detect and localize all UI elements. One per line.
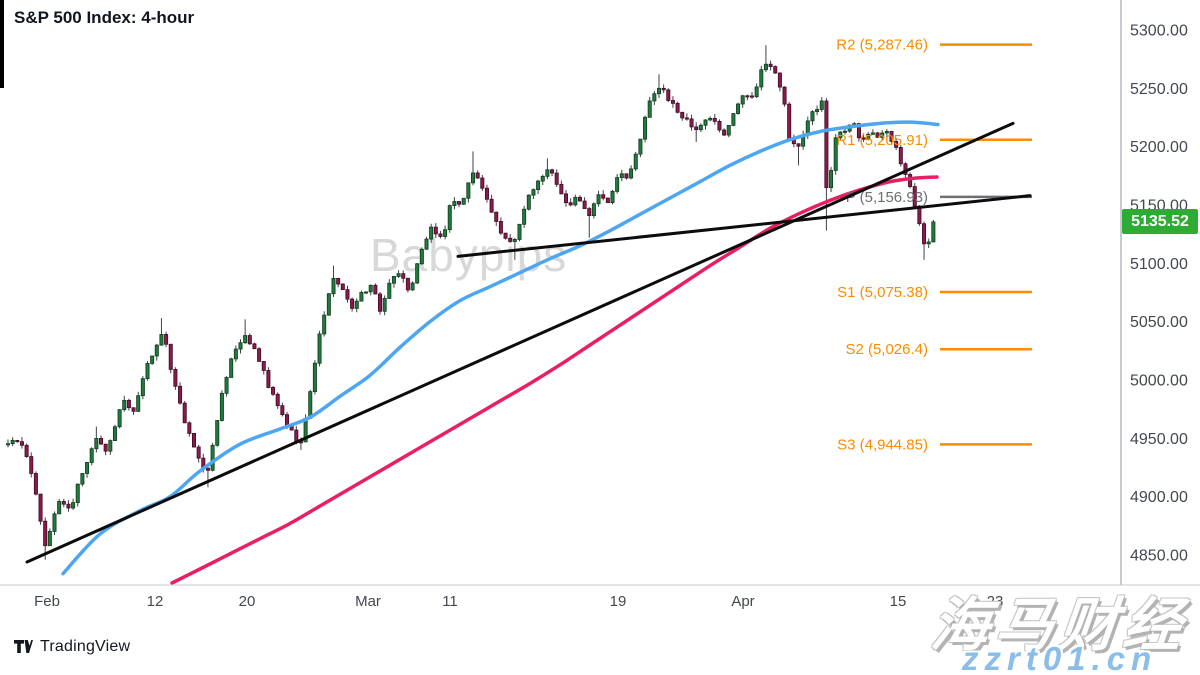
x-axis-label: Apr	[731, 593, 754, 610]
pivot-label-p: P (5,156.93)	[846, 189, 928, 206]
last-price-badge: 5135.52	[1122, 209, 1198, 235]
x-axis-label: Feb	[34, 593, 60, 610]
pivot-label-s1: S1 (5,075.38)	[837, 284, 928, 301]
x-axis-label: 19	[610, 593, 627, 610]
y-axis-label: 5300.00	[1130, 23, 1188, 40]
x-axis-label: 12	[147, 593, 164, 610]
x-axis-label: 23	[987, 593, 1004, 610]
ma-slow-line	[170, 175, 939, 585]
ma-fast-line	[61, 120, 940, 576]
y-axis-label: 5250.00	[1130, 81, 1188, 98]
trendline-1	[25, 121, 1015, 564]
x-axis-label: 11	[442, 593, 458, 610]
chart-title: S&P 500 Index: 4-hour	[14, 8, 195, 27]
x-axis-label: Mar	[355, 593, 381, 610]
pivot-label-s3: S3 (4,944.85)	[837, 436, 928, 453]
axes-layer	[0, 0, 1200, 586]
pivot-label-r2: R2 (5,287.46)	[836, 37, 928, 54]
pivot-label-r1: R1 (5,205.91)	[836, 132, 928, 149]
y-axis-label: 4850.00	[1130, 548, 1188, 565]
watermark-site-url: zzrt01.cn	[962, 640, 1158, 675]
left-edge-bar	[0, 0, 4, 88]
y-axis-label: 5100.00	[1130, 256, 1188, 273]
time-axis[interactable]: Feb 12 20 Mar 11 19 Apr 15 23	[34, 593, 1003, 610]
tradingview-attribution[interactable]: TradingView	[14, 638, 130, 656]
candles-layer	[6, 45, 936, 560]
y-axis-label: 5200.00	[1130, 139, 1188, 156]
x-axis-label: 15	[890, 593, 907, 610]
moving-averages-layer	[61, 120, 940, 585]
trendline-2	[456, 194, 1032, 258]
trendlines-layer[interactable]	[25, 121, 1032, 564]
y-axis-label: 5050.00	[1130, 314, 1188, 331]
x-axis-label: 20	[239, 593, 256, 610]
pivot-label-s2: S2 (5,026.4)	[845, 341, 928, 358]
tradingview-logo-text: TradingView	[40, 638, 131, 655]
y-axis-label: 5000.00	[1130, 373, 1188, 390]
pivot-levels-layer: R2 (5,287.46) R1 (5,205.91) P (5,156.93) S1…	[836, 37, 1032, 453]
tradingview-logo-icon	[14, 640, 33, 654]
y-axis-label: 4900.00	[1130, 489, 1188, 506]
price-axis[interactable]: 5300.005250.005200.005150.005100.005050.…	[1130, 23, 1188, 565]
y-axis-label: 4950.00	[1130, 431, 1188, 448]
